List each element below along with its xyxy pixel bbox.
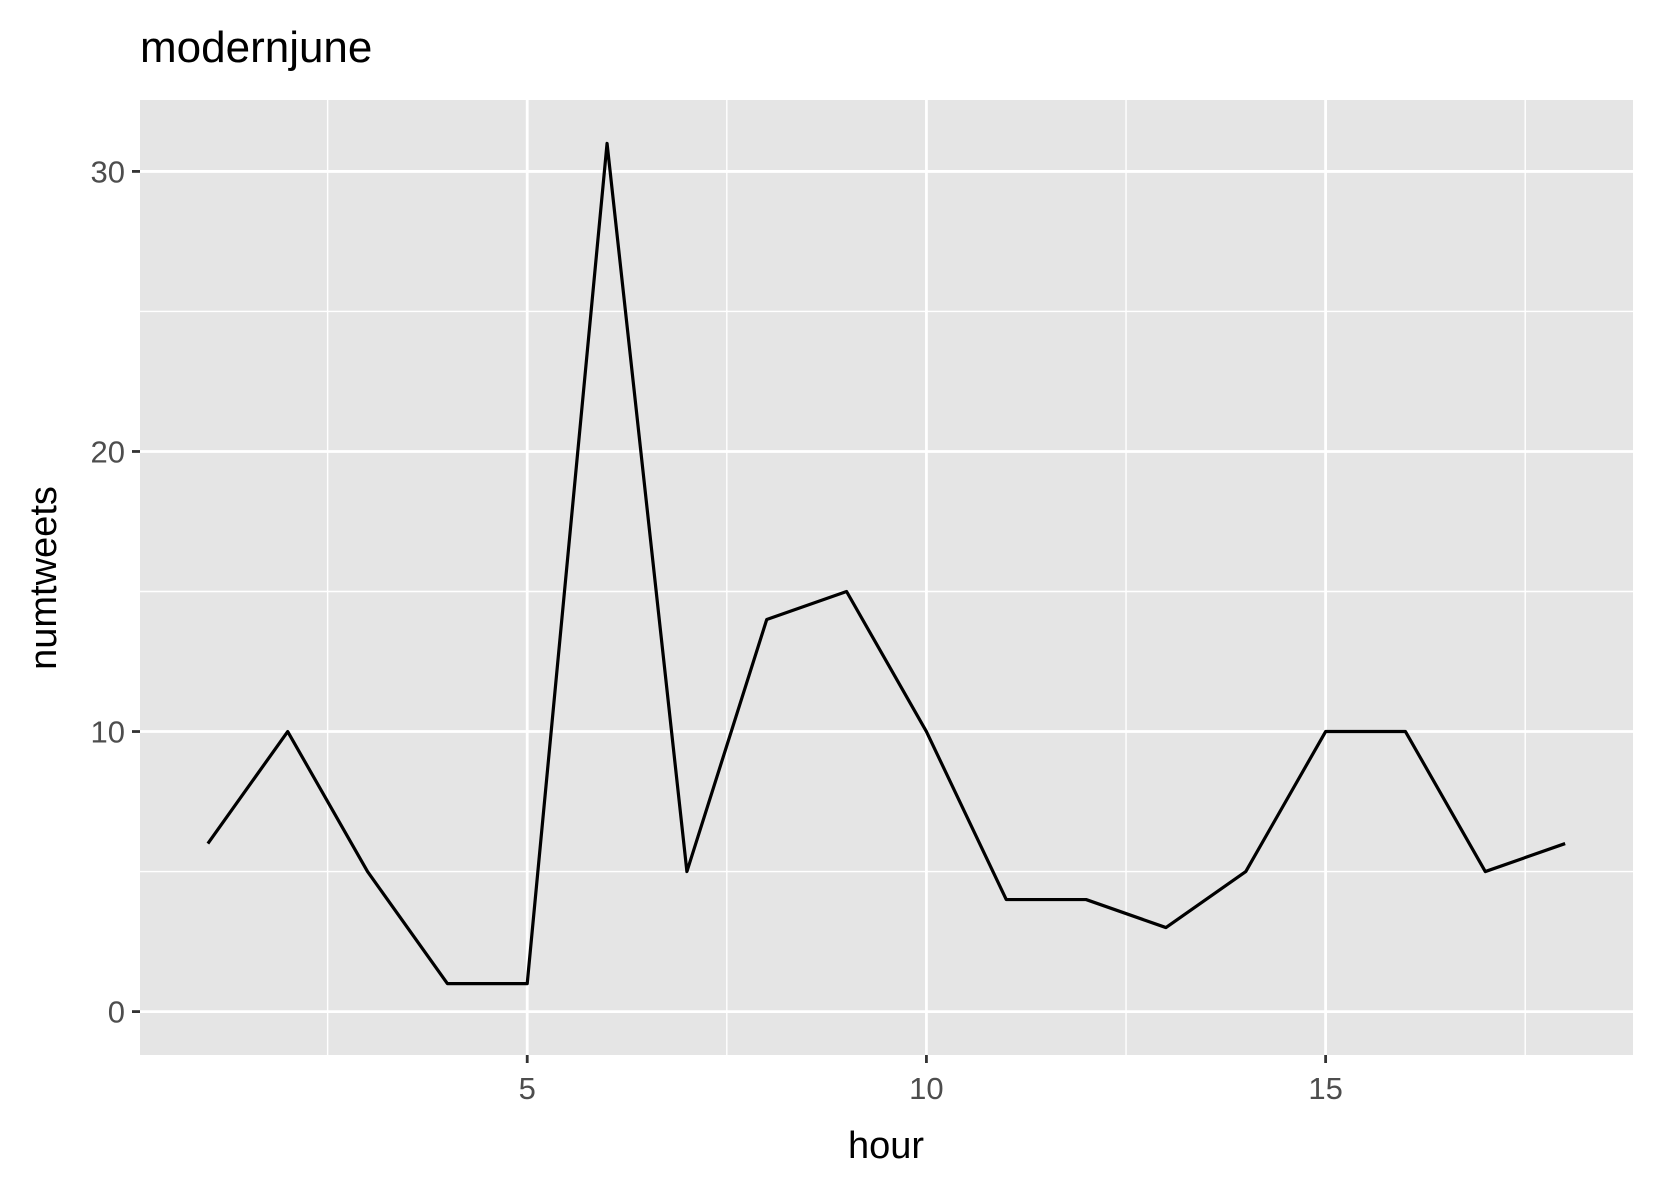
y-axis-title: numtweets (23, 486, 65, 670)
y-tick-label: 20 (91, 434, 125, 469)
y-tick-label: 30 (91, 154, 125, 189)
plot-panel (140, 100, 1633, 1055)
series-layer (206, 141, 1566, 986)
minor-gridlines (140, 100, 1633, 1055)
y-tick-label: 0 (108, 995, 125, 1030)
y-tick-label: 10 (91, 715, 125, 750)
chart-title: modernjune (140, 23, 372, 72)
y-axis: 0 10 20 30 (91, 154, 140, 1030)
major-gridlines (140, 100, 1633, 1055)
x-tick-label: 10 (909, 1071, 943, 1106)
x-tick-label: 15 (1308, 1071, 1342, 1106)
x-axis-title: hour (848, 1125, 924, 1167)
x-tick-label: 5 (519, 1071, 536, 1106)
series-line (206, 141, 1566, 986)
x-axis: 5 10 15 (519, 1055, 1343, 1106)
